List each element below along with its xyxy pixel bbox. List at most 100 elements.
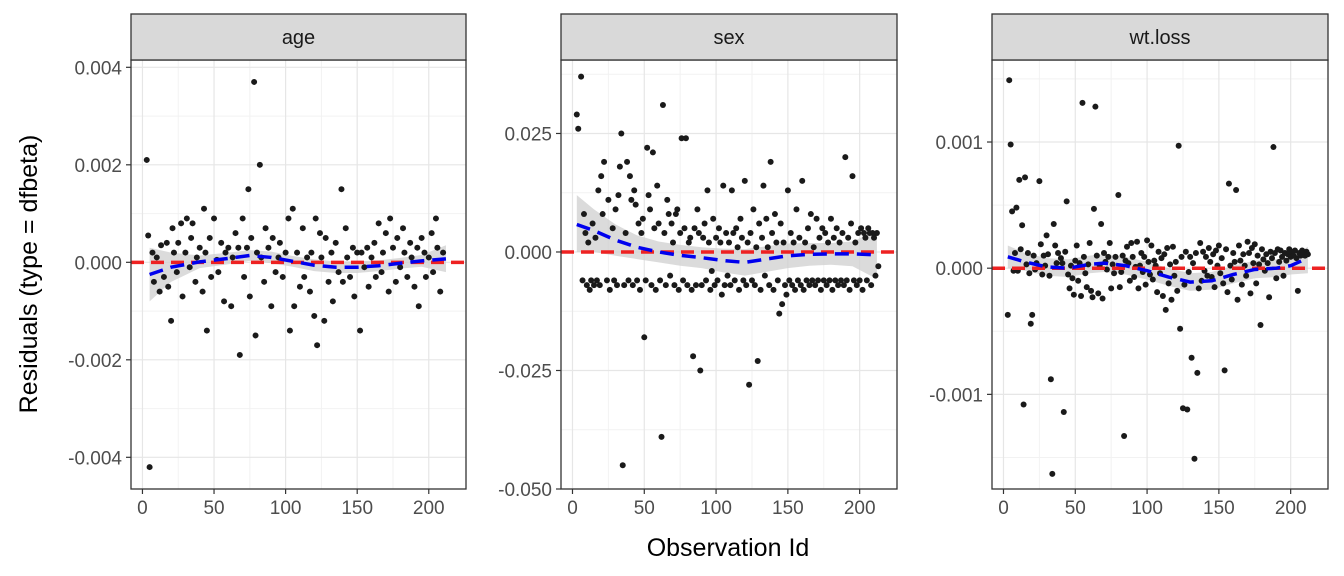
data-point xyxy=(609,225,616,232)
data-point xyxy=(700,234,707,241)
data-point xyxy=(1182,248,1189,255)
data-point xyxy=(622,230,629,237)
data-point xyxy=(1129,253,1136,260)
data-point xyxy=(332,239,339,246)
data-point xyxy=(575,125,582,132)
data-point xyxy=(408,254,415,261)
panel-wt-loss: wt.loss 0 50 100 150 200 -0.001 0.000 0.001 xyxy=(929,13,1329,519)
data-point xyxy=(232,230,239,237)
data-point xyxy=(149,249,156,256)
data-point xyxy=(747,230,754,237)
data-point xyxy=(1227,262,1234,269)
data-point xyxy=(692,282,699,289)
data-point xyxy=(1211,284,1218,291)
data-point xyxy=(675,286,682,293)
data-point xyxy=(1243,272,1250,279)
data-point xyxy=(272,269,279,276)
data-point xyxy=(767,158,774,165)
data-point xyxy=(793,206,800,213)
data-point xyxy=(753,244,760,251)
data-point xyxy=(763,215,770,222)
data-point xyxy=(385,288,392,295)
data-point xyxy=(182,249,189,256)
data-point xyxy=(667,272,674,279)
data-point xyxy=(813,215,820,222)
data-point xyxy=(1149,276,1156,283)
data-point xyxy=(873,230,880,237)
data-point xyxy=(715,225,722,232)
data-point xyxy=(832,277,839,284)
data-point xyxy=(783,291,790,298)
data-point xyxy=(1108,285,1115,292)
data-point xyxy=(789,282,796,289)
data-point xyxy=(1234,296,1241,303)
data-point xyxy=(779,301,786,308)
data-point xyxy=(1047,376,1054,383)
data-point xyxy=(170,249,177,256)
data-point xyxy=(1115,192,1122,199)
data-point xyxy=(1060,409,1067,416)
data-point xyxy=(1223,246,1230,253)
data-point xyxy=(639,215,646,222)
data-point xyxy=(800,286,807,293)
x-tick-label: 200 xyxy=(844,498,876,519)
data-point xyxy=(1022,174,1029,181)
data-point xyxy=(1171,272,1178,279)
data-point xyxy=(690,353,697,360)
data-point xyxy=(282,249,289,256)
data-point xyxy=(645,192,652,199)
data-point xyxy=(1006,77,1013,84)
data-point xyxy=(842,154,849,161)
data-point xyxy=(723,230,730,237)
data-point xyxy=(635,220,642,227)
data-point xyxy=(246,293,253,300)
data-point xyxy=(1200,248,1207,255)
facet-strip xyxy=(560,13,898,61)
data-point xyxy=(826,277,833,284)
data-point xyxy=(670,239,676,246)
x-tick-label: 50 xyxy=(634,498,655,519)
data-point xyxy=(1283,257,1290,264)
data-point xyxy=(1062,248,1069,255)
data-point xyxy=(644,144,651,151)
data-point xyxy=(819,225,826,232)
data-point xyxy=(1131,274,1138,281)
data-point xyxy=(664,196,671,203)
data-point xyxy=(414,244,421,251)
y-tick-label: 0.002 xyxy=(74,156,122,177)
data-point xyxy=(1230,250,1237,257)
data-point xyxy=(179,293,186,300)
data-point xyxy=(688,286,695,293)
data-point xyxy=(186,264,193,271)
data-point xyxy=(160,273,167,280)
data-point xyxy=(642,277,649,284)
data-point xyxy=(1066,285,1073,292)
data-point xyxy=(612,206,619,213)
data-point xyxy=(1294,287,1301,294)
data-point xyxy=(737,215,744,222)
data-point xyxy=(863,277,870,284)
data-point xyxy=(848,220,855,227)
data-point xyxy=(1085,261,1092,268)
data-point xyxy=(1057,255,1064,262)
data-point xyxy=(598,173,605,180)
data-point xyxy=(738,234,745,241)
data-point xyxy=(694,206,701,213)
data-point xyxy=(681,225,688,232)
data-point xyxy=(291,303,298,310)
data-point xyxy=(827,215,834,222)
data-point xyxy=(1215,242,1222,249)
data-point xyxy=(797,282,804,289)
data-point xyxy=(823,282,830,289)
y-axis-title: Residuals (type = dfbeta) xyxy=(15,135,43,414)
data-point xyxy=(1144,237,1151,244)
data-point xyxy=(1049,470,1056,477)
data-point xyxy=(684,282,691,289)
data-point xyxy=(578,73,585,80)
data-point xyxy=(1065,271,1072,278)
data-point xyxy=(335,269,342,276)
data-point xyxy=(1177,325,1184,332)
data-point xyxy=(601,158,608,165)
data-point xyxy=(726,239,732,246)
